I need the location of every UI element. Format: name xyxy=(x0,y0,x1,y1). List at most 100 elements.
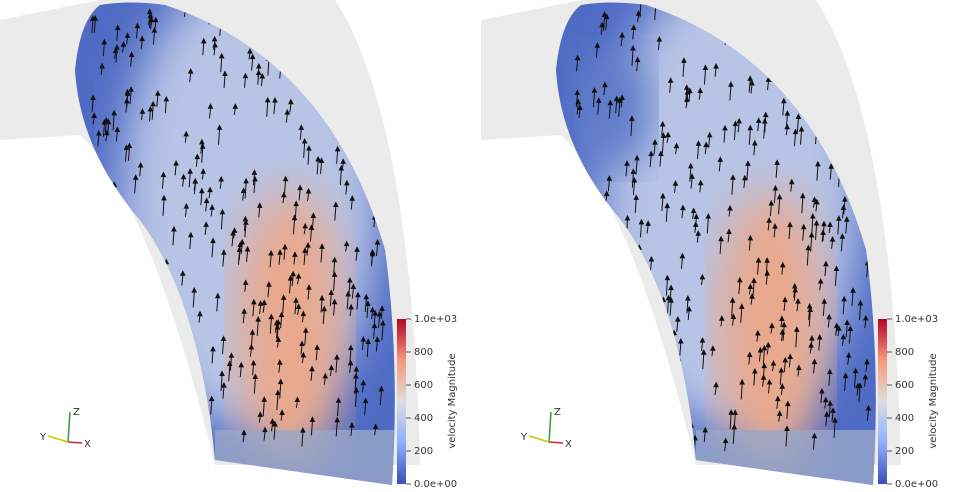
axis-label: Y xyxy=(39,432,47,443)
velocity-arrow xyxy=(606,323,610,336)
velocity-arrow xyxy=(92,417,96,434)
axis-label: Y xyxy=(520,432,528,443)
colorbar xyxy=(397,319,406,484)
velocity-arrow xyxy=(99,238,103,257)
axis-z xyxy=(68,412,70,442)
velocity-arrow xyxy=(150,320,154,333)
velocity-arrow xyxy=(599,413,603,429)
velocity-arrow xyxy=(581,174,585,192)
velocity-arrow xyxy=(855,21,859,32)
colorbar-tick-label: 800 xyxy=(895,347,914,358)
velocity-arrow xyxy=(592,265,596,284)
velocity-arrow xyxy=(375,35,379,47)
visualization: Z Y X 1.0e+03 800 600 400 200 0.0e+00 velocity Ma… xyxy=(0,0,963,492)
velocity-arrow xyxy=(149,267,153,283)
velocity-arrow xyxy=(595,259,599,272)
colorbar-tick-label: 0.0e+00 xyxy=(895,479,938,490)
velocity-arrow xyxy=(99,392,103,408)
velocity-arrow xyxy=(112,182,116,194)
velocity-arrow xyxy=(89,407,93,420)
velocity-arrow xyxy=(161,418,165,437)
velocity-arrow xyxy=(653,346,657,365)
velocity-arrow xyxy=(622,371,626,388)
velocity-arrow xyxy=(601,315,605,333)
velocity-arrow xyxy=(582,367,586,385)
velocity-arrow xyxy=(364,22,368,40)
velocity-arrow xyxy=(120,400,124,418)
velocity-arrow xyxy=(96,378,100,395)
flow-core xyxy=(235,190,345,470)
velocity-arrow xyxy=(573,428,577,446)
velocity-arrow xyxy=(621,416,625,435)
velocity-arrow xyxy=(181,373,185,392)
colorbar-tick-label: 800 xyxy=(414,347,433,358)
velocity-arrow xyxy=(579,265,583,277)
panel: ZYX1.0e+038006004002000.0e+00velocity Ma… xyxy=(481,0,939,492)
velocity-arrow xyxy=(613,386,617,399)
axis-label: Z xyxy=(73,407,80,418)
velocity-arrow xyxy=(571,174,575,188)
velocity-arrow xyxy=(383,94,387,104)
velocity-arrow xyxy=(105,337,109,354)
colorbar-tick-label: 400 xyxy=(414,413,433,424)
velocity-arrow xyxy=(92,440,96,452)
axis-y xyxy=(48,436,68,442)
velocity-arrow xyxy=(152,321,156,336)
velocity-arrow xyxy=(165,384,169,403)
velocity-arrow xyxy=(859,41,863,59)
velocity-arrow xyxy=(361,21,365,38)
axis-label: X xyxy=(565,439,572,450)
colorbar-tick-label: 0.0e+00 xyxy=(414,479,457,490)
velocity-arrow xyxy=(95,399,99,416)
velocity-arrow xyxy=(192,421,196,438)
velocity-arrow xyxy=(131,336,135,349)
velocity-arrow xyxy=(141,330,145,348)
velocity-arrow xyxy=(582,362,586,376)
velocity-arrow xyxy=(590,369,594,386)
inlet xyxy=(215,430,395,490)
velocity-arrow xyxy=(122,408,126,419)
velocity-arrow xyxy=(588,391,592,409)
velocity-arrow xyxy=(151,285,155,296)
velocity-arrow xyxy=(835,9,839,26)
axis-y xyxy=(529,436,549,442)
colorbar-tick-label: 400 xyxy=(895,413,914,424)
velocity-arrow xyxy=(581,188,585,200)
velocity-arrow xyxy=(865,91,869,104)
velocity-arrow xyxy=(123,269,127,286)
velocity-arrow xyxy=(362,25,366,39)
colorbar-tick-label: 1.0e+03 xyxy=(895,314,938,325)
colorbar-title: velocity Magnitude xyxy=(447,353,458,448)
velocity-arrow xyxy=(626,326,630,337)
velocity-arrow xyxy=(613,400,617,414)
velocity-arrow xyxy=(843,7,847,25)
velocity-arrow xyxy=(371,29,375,41)
velocity-arrow xyxy=(595,405,599,423)
axis-x xyxy=(549,442,563,443)
velocity-arrow xyxy=(93,251,97,261)
velocity-arrow xyxy=(158,351,162,371)
velocity-arrow xyxy=(160,391,164,403)
velocity-arrow xyxy=(613,256,617,267)
velocity-arrow xyxy=(602,254,606,269)
velocity-arrow xyxy=(584,318,588,338)
velocity-arrow xyxy=(149,288,153,299)
velocity-arrow xyxy=(387,34,391,48)
velocity-arrow xyxy=(93,176,97,190)
colorbar xyxy=(878,319,887,484)
colorbar-tick-label: 600 xyxy=(414,380,433,391)
panel: ZYX1.0e+038006004002000.0e+00velocity Ma… xyxy=(0,0,458,492)
velocity-arrow xyxy=(159,399,163,414)
velocity-arrow xyxy=(365,4,369,15)
colorbar-tick-label: 200 xyxy=(895,446,914,457)
colorbar-tick-label: 200 xyxy=(414,446,433,457)
velocity-arrow xyxy=(138,370,142,387)
velocity-arrow xyxy=(101,433,105,448)
velocity-arrow xyxy=(868,85,872,99)
colorbar-title: velocity Magnitude xyxy=(928,353,939,448)
velocity-arrow xyxy=(864,48,868,64)
velocity-arrow xyxy=(601,229,605,245)
velocity-arrow xyxy=(164,374,168,392)
velocity-arrow xyxy=(124,281,128,291)
velocity-arrow xyxy=(89,364,93,383)
